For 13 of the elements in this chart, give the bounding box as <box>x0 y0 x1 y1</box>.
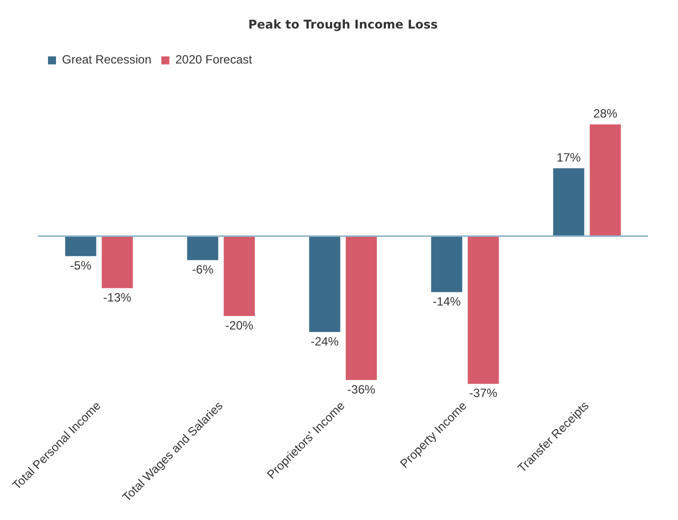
data-label: 28% <box>593 106 618 121</box>
data-label: -24% <box>310 334 340 348</box>
data-label: -37% <box>469 386 498 400</box>
data-label: 17% <box>556 150 582 165</box>
data-label: -13% <box>103 290 132 304</box>
chart-title: Peak to Trough Income Loss <box>248 17 438 32</box>
data-label: -14% <box>432 294 462 308</box>
data-label: -5% <box>70 258 92 272</box>
legend-label: Great Recession <box>62 52 152 67</box>
data-label: -6% <box>192 262 214 276</box>
data-label: -20% <box>225 318 254 332</box>
legend-label: 2020 Forecast <box>175 52 253 67</box>
data-label: -36% <box>347 382 376 396</box>
